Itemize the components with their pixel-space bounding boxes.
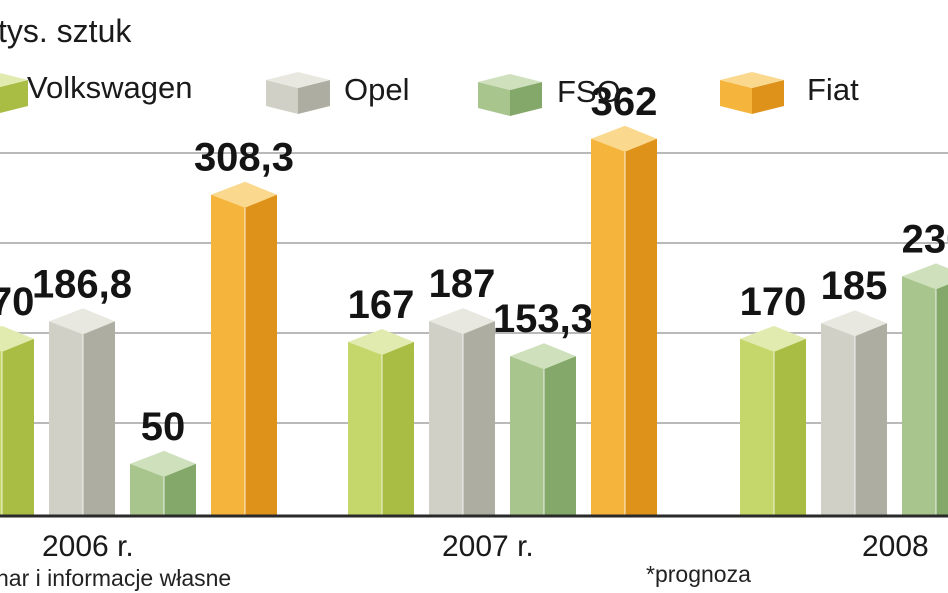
category-label-2008: 2008 xyxy=(862,530,929,563)
bar-fiat-0 xyxy=(211,181,277,517)
legend-swatch-volkswagen xyxy=(0,73,28,113)
bar-fso-2 xyxy=(902,263,948,516)
bar-volkswagen-2 xyxy=(740,325,806,516)
bar-fso-0 xyxy=(130,450,196,516)
value-label-fiat-0: 308,3 xyxy=(194,136,294,180)
legend-swatch-fso xyxy=(478,74,542,116)
bar-opel-1 xyxy=(429,308,495,516)
value-label-volkswagen-2: 170 xyxy=(740,280,807,324)
bar-fiat-1 xyxy=(591,125,657,517)
value-label-fiat-1: 362 xyxy=(591,80,658,124)
legend-label-volkswagen: Volkswagen xyxy=(27,70,193,105)
forecast-note: *prognoza xyxy=(646,561,751,587)
source-note: nar i informacje własne xyxy=(0,565,232,591)
value-label-fso-0: 50 xyxy=(141,405,186,449)
unit-label: tys. sztuk xyxy=(0,13,132,49)
legend-swatch-fiat xyxy=(720,72,784,114)
legend-label-fiat: Fiat xyxy=(807,72,859,107)
legend-label-opel: Opel xyxy=(344,72,410,107)
bar-volkswagen-0 xyxy=(0,325,34,516)
legend-swatch-opel xyxy=(266,72,330,114)
value-label-opel-2: 185 xyxy=(821,264,888,308)
bar-volkswagen-1 xyxy=(348,328,414,516)
value-label-volkswagen-0: 170 xyxy=(0,280,34,324)
category-label-2006: 2006 r. xyxy=(42,530,134,563)
category-label-2007: 2007 r. xyxy=(442,530,534,563)
value-label-fso-1: 153,3 xyxy=(493,297,593,341)
bar-opel-0 xyxy=(49,308,115,516)
value-label-opel-0: 186,8 xyxy=(32,262,132,306)
legend-label-fso: FSO xyxy=(557,74,621,109)
value-label-fso-2: 230 xyxy=(902,217,948,261)
value-label-opel-1: 187 xyxy=(429,262,496,306)
bar-opel-2 xyxy=(821,310,887,516)
value-label-volkswagen-1: 167 xyxy=(348,283,415,327)
bar-fso-1 xyxy=(510,343,576,516)
